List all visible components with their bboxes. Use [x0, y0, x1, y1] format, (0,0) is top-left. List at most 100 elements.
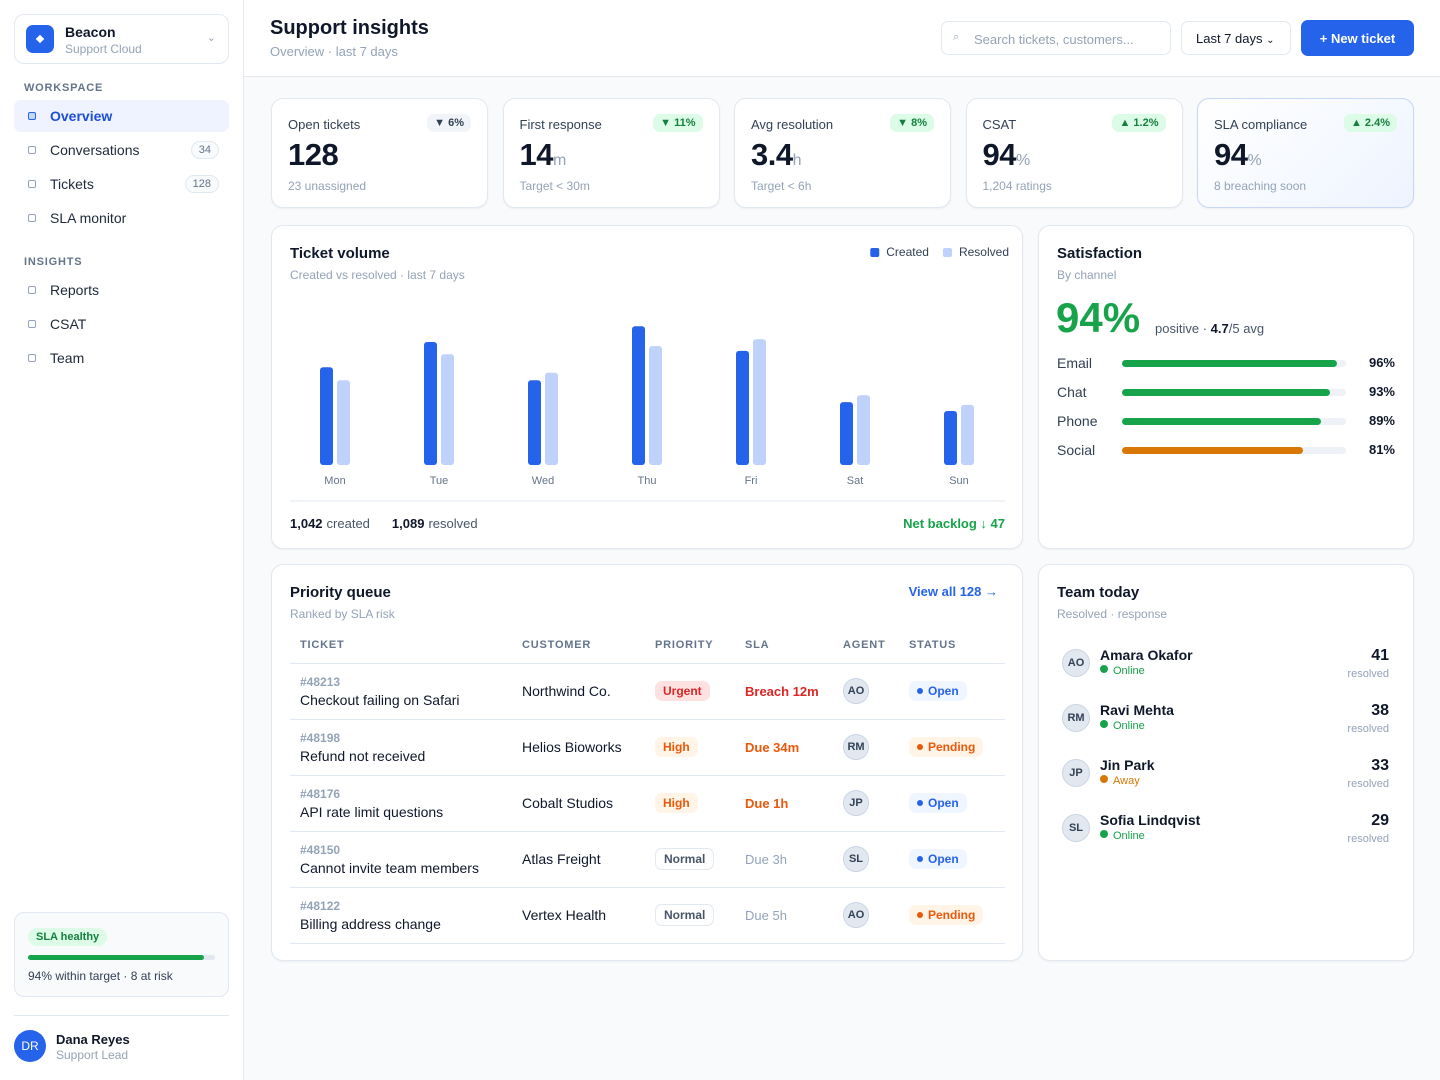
card-subtitle: Created vs resolved · last 7 days: [290, 268, 465, 282]
agent-avatar: AO: [843, 678, 869, 704]
ticket-row[interactable]: #48176 API rate limit questions Cobalt Stu…: [290, 775, 1005, 832]
status-dot: [917, 744, 923, 750]
status-label: Open: [928, 852, 959, 866]
brand-name: Beacon: [65, 24, 116, 40]
priority-cell: Normal: [645, 831, 735, 888]
member-name: Amara Okafor: [1100, 647, 1193, 663]
kpi-label: SLA compliance: [1214, 117, 1308, 132]
status-dot: [1100, 720, 1108, 728]
nav-item[interactable]: SLA monitor: [14, 202, 229, 234]
column-header: STATUS: [899, 627, 1005, 664]
ticket-cell: #48176 API rate limit questions: [290, 775, 512, 832]
progress-track: [28, 955, 215, 960]
nav-item[interactable]: CSAT: [14, 308, 229, 340]
status-label: Open: [928, 684, 959, 698]
customer: Helios Bioworks: [512, 719, 645, 776]
ticket-row[interactable]: #48198 Refund not received Helios Bioworks…: [290, 719, 1005, 776]
brand-subtitle: Support Cloud: [65, 42, 142, 56]
channel-bar: [1122, 418, 1322, 425]
x-tick-label: Sun: [949, 475, 969, 487]
priority-pill: Normal: [655, 848, 715, 870]
status-dot: [917, 800, 923, 806]
ticket-row[interactable]: #48150 Cannot invite team members Atlas Fr…: [290, 831, 1005, 888]
search-icon: ⌕: [953, 31, 960, 43]
avg-value: 4.7: [1210, 321, 1229, 336]
nav-icon: [28, 112, 36, 120]
nav-item[interactable]: Overview: [14, 100, 229, 132]
ticket-id: #48176: [300, 786, 341, 801]
status-dot: [1100, 665, 1108, 673]
kpi-number: 94: [982, 137, 1017, 172]
column-header: SLA: [735, 627, 833, 664]
priority-cell: Normal: [645, 887, 735, 944]
nav-label: Tickets: [50, 176, 94, 192]
sla: Due 34m: [735, 719, 833, 776]
sla-status: SLA healthy 94% within target · 8 at ris…: [14, 912, 229, 997]
chevron: ⌄: [206, 32, 216, 44]
ticket-cell: #48213 Checkout failing on Safari: [290, 663, 512, 720]
kpi-card: Avg resolution ▼ 8% 3.4h Target < 6h: [734, 98, 951, 208]
kpi-label: CSAT: [982, 117, 1017, 132]
ticket-row[interactable]: #48213 Checkout failing on Safari Northwin…: [290, 663, 1005, 720]
net-backlog: Net backlog ↓ 47: [903, 516, 1005, 531]
priority-cell: Urgent: [645, 663, 735, 720]
kpi-delta: ▼ 8%: [890, 114, 934, 132]
channel-bar: [1122, 447, 1304, 454]
range-select[interactable]: Last 7 days ⌄: [1181, 21, 1291, 55]
member-status: Away: [1100, 775, 1140, 787]
x-tick-label: Tue: [430, 475, 449, 487]
ticket-row[interactable]: #48122 Billing address change Vertex Healt…: [290, 887, 1005, 944]
channel-value: 89%: [1368, 413, 1395, 428]
bar-track: [1122, 418, 1346, 425]
new-ticket-button[interactable]: + New ticket: [1301, 20, 1414, 56]
status-dot: [917, 912, 923, 918]
navigation: WORKSPACE Overview Conversations 34 Tickets 1…: [0, 82, 243, 376]
nav-item[interactable]: Conversations 34: [14, 134, 229, 166]
resolved-count: 38: [1371, 702, 1389, 719]
sla-text: 94% within target · 8 at risk: [28, 969, 173, 983]
satisfaction-card: Satisfaction By channel 94% positive · 4…: [1038, 225, 1414, 549]
channel-label: Email: [1057, 355, 1093, 371]
header: Support insights Overview · last 7 days …: [244, 0, 1440, 77]
status-pill: Open: [909, 793, 967, 813]
status-cell: Open: [899, 775, 1005, 832]
nav-icon: [28, 320, 36, 328]
member-avatar: JP: [1062, 759, 1090, 787]
nav-icon: [28, 354, 36, 362]
total-value: 1,042: [290, 516, 323, 531]
sla: Breach 12m: [735, 663, 833, 720]
progress-bar: [28, 955, 204, 960]
status-pill: Pending: [909, 737, 984, 757]
search-box[interactable]: ⌕ Search tickets, customers...: [941, 21, 1171, 55]
nav-item[interactable]: Team: [14, 342, 229, 374]
view-all-link[interactable]: View all 128 →: [908, 584, 998, 599]
priority-pill: Normal: [655, 904, 715, 926]
page-subtitle: Overview · last 7 days: [270, 44, 398, 59]
kpi-value: 94%: [982, 137, 1031, 173]
kpi-note: Target < 30m: [519, 179, 590, 193]
kpi-delta: ▲ 1.2%: [1112, 114, 1166, 132]
nav-item[interactable]: Reports: [14, 274, 229, 306]
kpi-delta: ▲ 2.4%: [1343, 114, 1397, 132]
card-subtitle: Ranked by SLA risk: [290, 607, 395, 621]
kpi-number: 94: [1214, 137, 1248, 172]
member-status: Online: [1100, 665, 1145, 677]
page-title: Support insights: [270, 17, 429, 39]
priority-queue-card: Priority queue Ranked by SLA risk View a…: [271, 564, 1023, 961]
satisfaction-avg: positive · 4.7/5 avg: [1155, 321, 1264, 336]
table-header: TICKET CUSTOMER PRIORITY SLA AGENT STATUS: [290, 627, 1005, 664]
column-header: PRIORITY: [645, 627, 735, 664]
status-label: Away: [1113, 775, 1140, 787]
nav-icon: [28, 180, 36, 188]
customer: Cobalt Studios: [512, 775, 645, 832]
user[interactable]: DR Dana Reyes Support Lead: [14, 1015, 229, 1080]
status-cell: Open: [899, 663, 1005, 720]
logo: [26, 25, 54, 53]
member-avatar: SL: [1062, 814, 1090, 842]
priority-pill: High: [655, 793, 698, 813]
priority-cell: High: [645, 719, 735, 776]
workspace-switcher[interactable]: Beacon Support Cloud ⌄: [14, 14, 229, 64]
kpi-card: Open tickets ▼ 6% 128 23 unassigned: [271, 98, 488, 208]
nav-item[interactable]: Tickets 128: [14, 168, 229, 200]
card-title: Priority queue: [290, 584, 391, 601]
